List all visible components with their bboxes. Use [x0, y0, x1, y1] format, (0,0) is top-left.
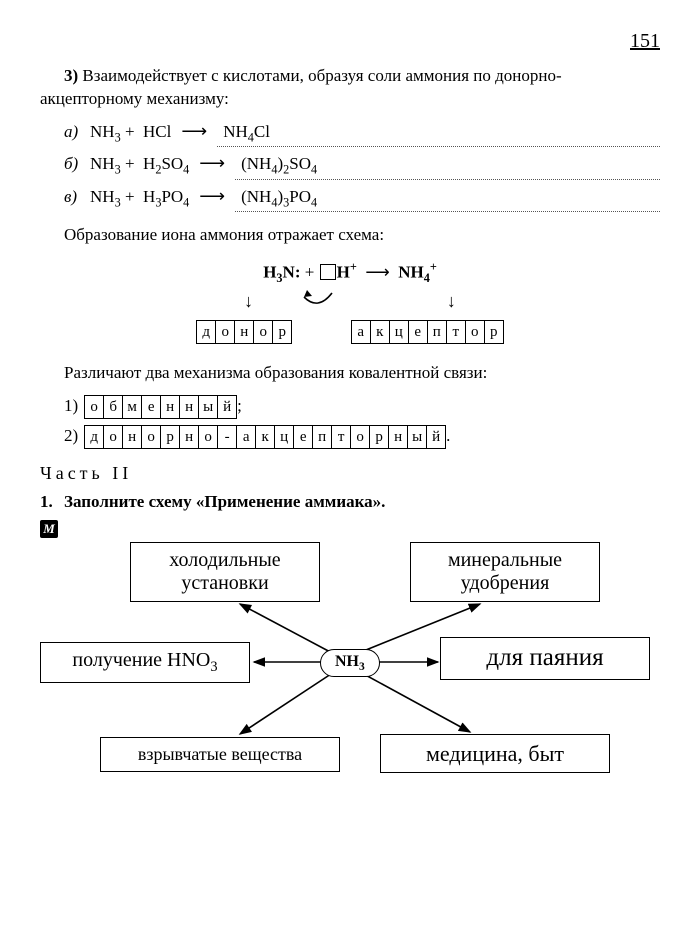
diagram-node: медицина, быт — [380, 734, 610, 773]
diagram-node: минеральныеудобрения — [410, 542, 600, 602]
model-icon: M — [40, 520, 58, 538]
donor-label: донор — [196, 320, 292, 344]
curve-arrow-icon — [298, 287, 338, 316]
equation-row: б)NH3 + H2SO4⟶(NH4)2SO4 — [64, 153, 660, 179]
diagram-node: холодильныеустановки — [130, 542, 320, 602]
mechanism-row: 1)обменный; — [64, 395, 660, 419]
ion-scheme: H3N: + H+ ⟶ NH4+ ↓ ↓ донор акцептор — [40, 261, 660, 344]
ammonia-usage-diagram: холодильныеустановки минеральныеудобрения… — [40, 542, 660, 792]
intro-text: 3) Взаимодействует с кислотами, образуя … — [40, 65, 660, 111]
equation-answer: (NH4)2SO4 — [235, 154, 660, 179]
equation-answer: NH4Cl — [217, 122, 660, 147]
scheme-caption: Образование иона аммония отражает схема: — [40, 224, 660, 247]
mechanism-list: 1)обменный; 2)донорно-акцепторный. — [40, 395, 660, 449]
part-2-heading: Часть II — [40, 463, 660, 484]
diagram-node: получение HNO3 — [40, 642, 250, 683]
equation-answer: (NH4)3PO4 — [235, 187, 660, 212]
diagram-center: NH3 — [320, 649, 380, 677]
acceptor-label: акцептор — [351, 320, 504, 344]
diagram-node: взрывчатые вещества — [100, 737, 340, 772]
task-1: 1. Заполните схему «Применение аммиака». — [40, 492, 660, 512]
empty-orbital-icon — [320, 264, 336, 280]
equation-row: а)NH3 + HCl⟶NH4Cl — [64, 121, 660, 147]
equation-list: а)NH3 + HCl⟶NH4Cl б)NH3 + H2SO4⟶(NH4)2SO4… — [40, 121, 660, 212]
equation-row: в)NH3 + H3PO4⟶(NH4)3PO4 — [64, 186, 660, 212]
diagram-node: для паяния — [440, 637, 650, 680]
mechanisms-caption: Различают два механизма образования кова… — [40, 362, 660, 385]
mechanism-row: 2)донорно-акцепторный. — [64, 425, 660, 449]
page-number: 151 — [40, 30, 660, 53]
